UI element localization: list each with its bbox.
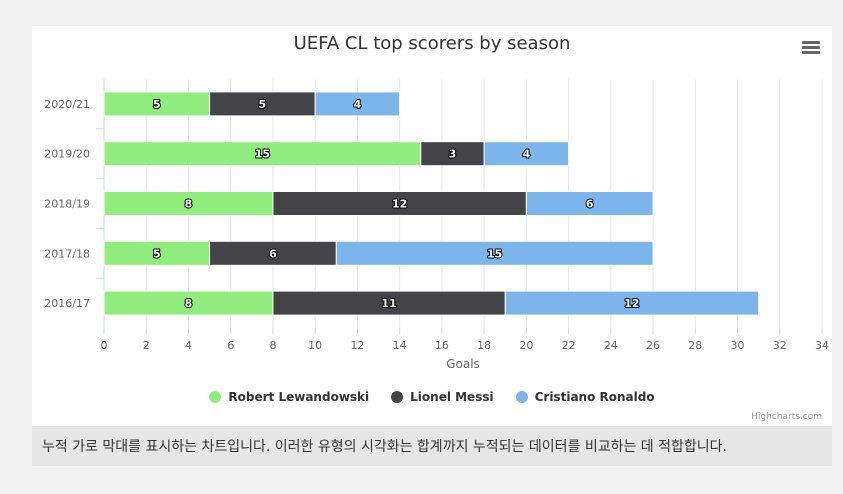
- x-axis-title: Goals: [446, 357, 480, 371]
- data-label: 5: [259, 98, 267, 111]
- bar-segment[interactable]: [272, 191, 527, 216]
- bar-segment[interactable]: [103, 91, 211, 117]
- data-label: 4: [354, 98, 362, 111]
- bar-segment[interactable]: [272, 290, 506, 316]
- chart-card: UEFA CL top scorers by season 0 2 4 6 8 10 12 1…: [32, 26, 832, 426]
- data-label: 11: [381, 297, 396, 310]
- data-label: 5: [153, 247, 161, 260]
- legend-label: Lionel Messi: [410, 390, 494, 404]
- bar-segment[interactable]: [103, 240, 211, 266]
- x-tick-label: 8: [269, 339, 276, 352]
- legend-swatch: [515, 391, 528, 403]
- y-category-label: 2016/17: [44, 297, 90, 310]
- x-tick-label: 32: [773, 339, 787, 352]
- legend: Robert Lewandowski Lionel Messi Cristiano …: [32, 390, 832, 404]
- x-tick-label: 22: [562, 339, 576, 352]
- x-tick-label: 6: [227, 339, 234, 352]
- hamburger-menu-icon[interactable]: [802, 41, 820, 55]
- x-tick-label: 14: [393, 339, 407, 352]
- x-tick-label: 30: [731, 339, 745, 352]
- bar-segment[interactable]: [504, 290, 760, 316]
- legend-swatch: [391, 391, 404, 403]
- credits-link[interactable]: Highcharts.com: [751, 412, 822, 422]
- legend-item[interactable]: Robert Lewandowski: [209, 390, 369, 404]
- data-label: 5: [153, 98, 161, 111]
- bar-segment[interactable]: [103, 141, 422, 167]
- data-label: 6: [586, 198, 594, 211]
- bar-segment[interactable]: [483, 141, 570, 167]
- x-tick-label: 28: [688, 339, 702, 352]
- chart-title: UEFA CL top scorers by season: [293, 33, 571, 54]
- legend-label: Robert Lewandowski: [228, 390, 370, 404]
- bar-segment[interactable]: [209, 240, 337, 266]
- bar-segment[interactable]: [420, 141, 485, 167]
- bar-segment[interactable]: [525, 191, 654, 216]
- data-label: 4: [523, 148, 531, 161]
- bar-segment[interactable]: [335, 240, 654, 266]
- legend-item[interactable]: Cristiano Ronaldo: [515, 390, 655, 404]
- bar-chart: 0 2 4 6 8 10 12 14 16 18 20 22 24 26 28 30 32 34Goals2020…: [44, 79, 829, 371]
- data-label: 15: [487, 247, 502, 260]
- y-category-label: 2020/21: [44, 98, 90, 111]
- bar-segment[interactable]: [103, 290, 274, 316]
- legend-item[interactable]: Lionel Messi: [391, 390, 494, 404]
- x-tick-label: 20: [519, 339, 533, 352]
- data-label: 8: [185, 198, 193, 211]
- x-tick-label: 0: [101, 339, 108, 352]
- x-tick-label: 4: [185, 339, 192, 352]
- x-tick-label: 16: [435, 339, 449, 352]
- x-tick-label: 24: [604, 339, 618, 352]
- legend-swatch: [209, 391, 222, 403]
- x-tick-label: 10: [308, 339, 322, 352]
- x-tick-label: 18: [477, 339, 491, 352]
- bar-segment[interactable]: [314, 91, 401, 117]
- data-label: 6: [269, 247, 277, 260]
- chart-caption: 누적 가로 막대를 표시하는 차트입니다. 이러한 유형의 시각화는 합계까지 …: [32, 426, 832, 466]
- x-tick-label: 2: [143, 339, 150, 352]
- legend-label: Cristiano Ronaldo: [534, 390, 655, 404]
- data-label: 15: [255, 148, 270, 161]
- y-category-label: 2017/18: [44, 247, 90, 260]
- y-category-label: 2019/20: [44, 148, 90, 161]
- data-label: 3: [449, 148, 457, 161]
- x-tick-label: 12: [350, 339, 364, 352]
- x-tick-label: 34: [815, 339, 829, 352]
- data-label: 8: [185, 297, 193, 310]
- data-label: 12: [624, 297, 639, 310]
- x-tick-label: 26: [646, 339, 660, 352]
- y-category-label: 2018/19: [44, 198, 90, 211]
- data-label: 12: [392, 198, 407, 211]
